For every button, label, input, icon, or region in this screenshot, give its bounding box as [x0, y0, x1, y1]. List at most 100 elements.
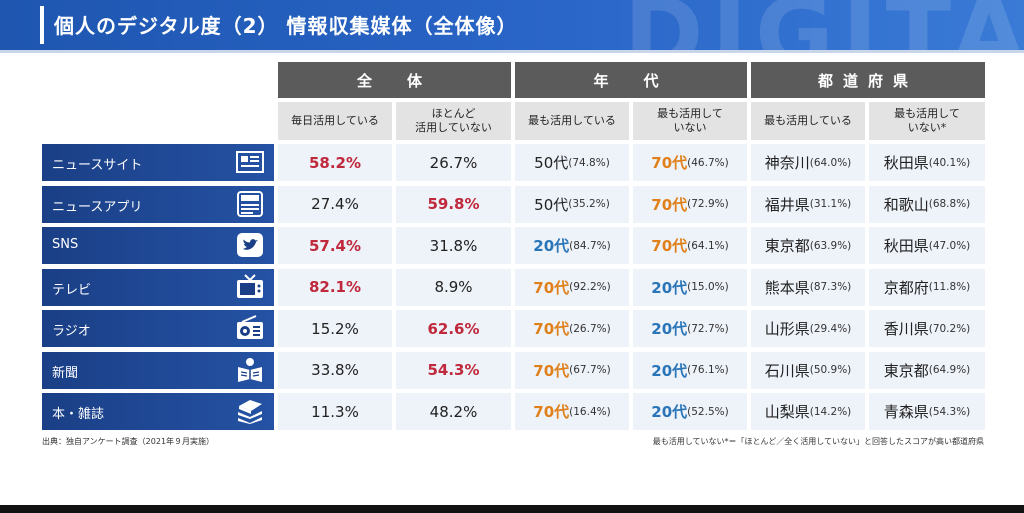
age-least: 20代	[651, 320, 688, 338]
tv-icon	[236, 273, 264, 300]
age-least-pct: (64.1%)	[687, 239, 729, 252]
value-daily: 58.2%	[308, 153, 362, 172]
table-cell: 57.4%	[278, 227, 392, 264]
row-label-6: 新聞	[42, 351, 274, 389]
row-label-5: ラジオ	[42, 310, 274, 347]
table-cell: 山梨県 (14.2%)	[751, 393, 865, 430]
value-rarely: 59.8%	[427, 195, 480, 213]
table-cell: 東京都 (63.9%)	[751, 227, 865, 264]
table-cell: 秋田県 (47.0%)	[869, 227, 985, 264]
pref-least-pct: (11.8%)	[928, 281, 971, 293]
age-most: 70代	[533, 278, 570, 297]
table-cell: 香川県 (70.2%)	[869, 310, 985, 347]
age-least: 70代	[651, 237, 688, 255]
table-cell: 11.3%	[278, 393, 392, 430]
pref-least-pct: (64.9%)	[928, 364, 971, 376]
table-cell: 70代 (92.2%)	[515, 268, 629, 306]
table-cell: 20代 (15.0%)	[633, 268, 747, 306]
table-cell: 8.9%	[396, 268, 511, 306]
pref-most: 熊本県	[764, 278, 810, 297]
pref-least-pct: (70.2%)	[928, 322, 971, 335]
age-most-pct: (67.7%)	[569, 364, 611, 376]
subheader-daily: 毎日活用している	[278, 102, 392, 140]
title-accent-bar	[40, 6, 44, 44]
value-daily: 57.4%	[308, 236, 362, 255]
table-cell: 59.8%	[396, 185, 511, 223]
media-name: 本・雑誌	[52, 407, 105, 422]
age-most: 70代	[533, 320, 570, 338]
value-daily: 82.1%	[308, 278, 362, 296]
news-app-icon	[236, 190, 264, 217]
table-cell: 82.1%	[278, 268, 392, 306]
footnote: 最も活用していない*＝「ほとんど／全く活用していない」と回答したスコアが高い都道…	[652, 437, 984, 446]
row-label-1: ニュースサイト	[42, 144, 274, 181]
pref-most: 福井県	[764, 195, 810, 214]
value-daily: 27.4%	[311, 195, 359, 213]
media-name: SNS	[52, 237, 79, 252]
age-least: 20代	[651, 278, 688, 297]
age-most: 70代	[533, 361, 570, 380]
media-name: ニュースアプリ	[52, 199, 143, 215]
table-cell: 15.2%	[278, 310, 392, 347]
age-least-pct: (72.7%)	[687, 322, 729, 335]
pref-most: 山梨県	[764, 403, 810, 421]
table-cell: 20代 (72.7%)	[633, 310, 747, 347]
age-least: 70代	[651, 154, 688, 172]
table-cell: 54.3%	[396, 351, 511, 389]
age-most: 50代	[534, 195, 569, 214]
pref-most-pct: (87.3%)	[809, 281, 852, 293]
table-cell: 20代 (84.7%)	[515, 227, 629, 264]
age-least: 20代	[651, 403, 688, 421]
source-note: 出典：独自アンケート調査（2021年９月実施）	[42, 437, 215, 446]
header-divider	[0, 50, 1024, 53]
table-cell: 27.4%	[278, 185, 392, 223]
page-title: 個人のデジタル度（2） 情報収集媒体（全体像）	[54, 14, 518, 38]
table-cell: 48.2%	[396, 393, 511, 430]
group-header-overall: 全 体	[278, 62, 511, 98]
watermark-text: DIGITA	[624, 0, 1024, 50]
pref-least: 和歌山	[883, 195, 929, 214]
title-banner: 個人のデジタル度（2） 情報収集媒体（全体像） DIGITA	[0, 0, 1024, 50]
pref-most-pct: (14.2%)	[809, 405, 852, 418]
age-most-pct: (74.8%)	[568, 156, 610, 169]
age-most-pct: (16.4%)	[569, 405, 611, 418]
table-cell: 70代 (67.7%)	[515, 351, 629, 389]
books-icon	[236, 398, 264, 424]
table-cell: 50代 (74.8%)	[515, 144, 629, 181]
row-label-7: 本・雑誌	[42, 393, 274, 430]
news-site-icon	[236, 149, 264, 175]
pref-least-pct: (68.8%)	[928, 198, 971, 210]
row-label-2: ニュースアプリ	[42, 185, 274, 223]
age-least: 20代	[651, 361, 688, 380]
media-name: テレビ	[52, 282, 92, 298]
table-cell: 70代 (26.7%)	[515, 310, 629, 347]
row-label-4: テレビ	[42, 268, 274, 306]
pref-most: 山形県	[764, 320, 810, 338]
age-most-pct: (92.2%)	[569, 281, 611, 293]
table-cell: 31.8%	[396, 227, 511, 264]
pref-most-pct: (29.4%)	[809, 322, 852, 335]
pref-most: 石川県	[764, 361, 810, 380]
age-most-pct: (35.2%)	[568, 198, 610, 210]
pref-most-pct: (31.1%)	[809, 198, 852, 210]
table-cell: 70代 (64.1%)	[633, 227, 747, 264]
subheader-pref-most: 最も活用している	[751, 102, 865, 140]
media-name: ニュースサイト	[52, 158, 143, 173]
pref-most: 東京都	[764, 237, 810, 255]
value-rarely: 26.7%	[429, 153, 478, 172]
bottom-bar	[0, 505, 1024, 513]
pref-least: 京都府	[883, 278, 929, 297]
pref-least-pct: (54.3%)	[928, 405, 971, 418]
table-cell: 50代 (35.2%)	[515, 185, 629, 223]
pref-least-pct: (47.0%)	[928, 239, 971, 252]
table-cell: 熊本県 (87.3%)	[751, 268, 865, 306]
age-least-pct: (76.1%)	[687, 364, 729, 376]
table-cell: 和歌山 (68.8%)	[869, 185, 985, 223]
value-daily: 15.2%	[311, 319, 359, 338]
subheader-pref-least: 最も活用して いない*	[869, 102, 985, 140]
age-least-pct: (46.7%)	[687, 156, 729, 169]
value-daily: 33.8%	[311, 361, 359, 379]
table-cell: 神奈川 (64.0%)	[751, 144, 865, 181]
age-most-pct: (84.7%)	[569, 239, 611, 252]
age-least-pct: (52.5%)	[687, 405, 729, 418]
